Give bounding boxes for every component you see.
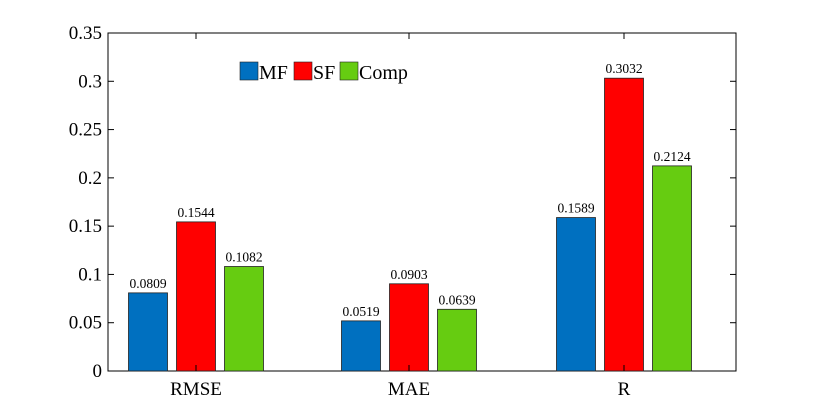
y-tick-label: 0: [93, 361, 103, 382]
bar-value-label: 0.3032: [605, 61, 642, 76]
y-tick-label: 0.1: [78, 264, 102, 285]
legend-label-sf: SF: [313, 62, 335, 84]
bar-comp-mae: [437, 308, 477, 372]
bar-mf-r: [556, 217, 596, 372]
legend-swatch-comp: [339, 61, 359, 81]
y-tick-label: 0.15: [69, 216, 102, 237]
legend-label-mf: MF: [259, 62, 288, 84]
bar-value-label: 0.1082: [225, 250, 262, 265]
y-axis: 0 0.05 0.1 0.15 0.2 0.25 0.3 0.35: [69, 23, 736, 382]
x-axis: RMSE MAE R: [170, 33, 631, 400]
bar-sf-rmse: [176, 221, 216, 372]
y-tick-label: 0.2: [78, 168, 102, 189]
bar-value-label: 0.0519: [342, 304, 379, 319]
bar-comp-r: [652, 165, 692, 372]
legend-label-comp: Comp: [359, 62, 408, 84]
x-category-label: R: [618, 379, 631, 400]
bar-value-label: 0.0809: [129, 276, 166, 291]
x-category-label: RMSE: [170, 379, 222, 400]
y-tick-label: 0.25: [69, 120, 102, 141]
bar-mf-mae: [341, 320, 381, 372]
bar-value-label: 0.0639: [438, 292, 475, 307]
bar-sf-r: [604, 77, 644, 372]
bar-comp-rmse: [224, 266, 264, 372]
y-tick-label: 0.05: [69, 313, 102, 334]
y-tick-label: 0.3: [78, 71, 102, 92]
bar-value-label: 0.1544: [177, 205, 214, 220]
legend: MF SF Comp: [239, 61, 408, 84]
bars-group: 0.0809 0.1544 0.1082 0.0519 0.0903 0.0639 0.15…: [128, 61, 692, 372]
legend-swatch-sf: [293, 61, 313, 81]
legend-swatch-mf: [239, 61, 259, 81]
bar-value-label: 0.1589: [557, 201, 594, 216]
y-tick-label: 0.35: [69, 23, 102, 44]
bar-mf-rmse: [128, 292, 168, 372]
bar-sf-mae: [389, 283, 429, 372]
bar-value-label: 0.2124: [653, 149, 690, 164]
bar-value-label: 0.0903: [390, 267, 427, 282]
x-category-label: MAE: [388, 379, 430, 400]
